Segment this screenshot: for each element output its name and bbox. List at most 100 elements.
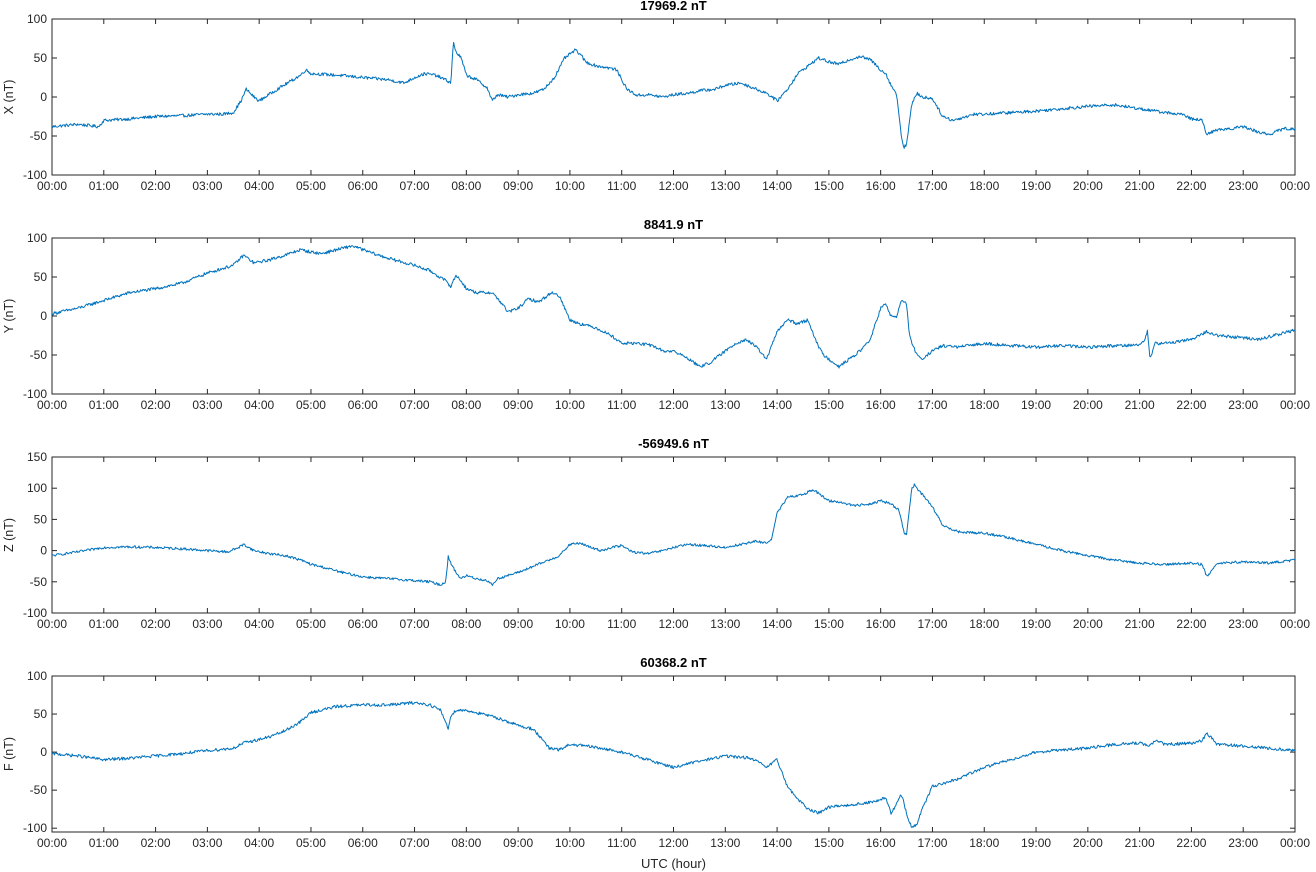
plot-z: 00:00 01:00 02:00 03:00 04:00 05:00 06:00 07:00…	[2, 436, 1310, 631]
x-tick-label: 11:00	[607, 398, 636, 412]
x-tick-label: 22:00	[1176, 179, 1206, 193]
x-tick-label: 17:00	[917, 617, 947, 631]
plot-title: 60368.2 nT	[640, 655, 707, 670]
x-tick-label: 07:00	[400, 398, 430, 412]
y-axis-label: Y (nT)	[2, 299, 16, 334]
plot-title: 17969.2 nT	[640, 0, 707, 13]
x-tick-label: 09:00	[503, 836, 533, 850]
x-tick-label: 23:00	[1228, 617, 1258, 631]
x-tick-label: 18:00	[969, 836, 999, 850]
x-tick-label: 07:00	[400, 617, 430, 631]
y-tick-label: 100	[27, 481, 47, 495]
y-axis-label: F (nT)	[2, 737, 16, 771]
x-tick-label: 19:00	[1021, 617, 1051, 631]
x-tick-label: 16:00	[866, 617, 896, 631]
x-tick-label: 19:00	[1021, 179, 1051, 193]
series-line	[52, 41, 1295, 149]
y-tick-label: 50	[34, 270, 48, 284]
y-tick-label: -50	[30, 129, 48, 143]
y-tick-label: 0	[40, 90, 47, 104]
x-tick-label: 01:00	[89, 179, 119, 193]
x-tick-label: 17:00	[917, 398, 947, 412]
x-tick-label: 09:00	[503, 179, 533, 193]
x-tick-label: 14:00	[762, 398, 792, 412]
x-tick-label: 15:00	[814, 179, 844, 193]
y-tick-label: 50	[34, 512, 48, 526]
x-tick-label: 19:00	[1021, 836, 1051, 850]
x-tick-label: 10:00	[555, 398, 585, 412]
x-tick-label: 10:00	[555, 617, 585, 631]
x-tick-label: 17:00	[917, 179, 947, 193]
x-tick-label: 20:00	[1073, 836, 1103, 850]
x-tick-label: 03:00	[192, 836, 222, 850]
x-tick-label: 01:00	[89, 398, 119, 412]
y-tick-label: -100	[23, 168, 47, 182]
x-tick-label: 05:00	[296, 836, 326, 850]
x-tick-label: 18:00	[969, 179, 999, 193]
x-tick-label: 00:00	[37, 617, 67, 631]
x-tick-label: 00:00	[1280, 398, 1310, 412]
x-tick-label: 17:00	[917, 836, 947, 850]
x-tick-label: 06:00	[348, 398, 378, 412]
x-tick-label: 22:00	[1176, 617, 1206, 631]
x-tick-label: 21:00	[1125, 179, 1155, 193]
y-tick-label: 100	[27, 231, 47, 245]
y-tick-label: -50	[30, 575, 48, 589]
x-tick-label: 08:00	[451, 179, 481, 193]
x-tick-label: 12:00	[658, 617, 688, 631]
x-tick-label: 02:00	[141, 398, 171, 412]
x-tick-label: 05:00	[296, 179, 326, 193]
x-tick-label: 06:00	[348, 617, 378, 631]
x-tick-label: 01:00	[89, 617, 119, 631]
x-tick-label: 00:00	[1280, 617, 1310, 631]
x-tick-label: 14:00	[762, 179, 792, 193]
x-tick-label: 00:00	[1280, 836, 1310, 850]
axes-box	[51, 18, 1296, 176]
x-tick-label: 23:00	[1228, 836, 1258, 850]
x-tick-label: 20:00	[1073, 179, 1103, 193]
x-tick-label: 10:00	[555, 179, 585, 193]
x-axis-label: UTC (hour)	[641, 856, 706, 871]
x-tick-label: 19:00	[1021, 398, 1051, 412]
y-tick-label: 50	[34, 51, 48, 65]
plot-x: 00:00 01:00 02:00 03:00 04:00 05:00 06:00 07:00…	[2, 0, 1310, 193]
axes-box	[51, 456, 1296, 614]
y-axis-label: X (nT)	[2, 80, 16, 115]
x-tick-label: 00:00	[37, 398, 67, 412]
x-tick-label: 05:00	[296, 617, 326, 631]
y-tick-label: 100	[27, 12, 47, 26]
x-tick-label: 16:00	[866, 179, 896, 193]
x-tick-label: 09:00	[503, 617, 533, 631]
x-tick-label: 09:00	[503, 398, 533, 412]
x-tick-label: 04:00	[244, 398, 274, 412]
x-tick-label: 00:00	[1280, 179, 1310, 193]
x-tick-label: 00:00	[37, 179, 67, 193]
x-tick-label: 18:00	[969, 617, 999, 631]
x-tick-label: 23:00	[1228, 398, 1258, 412]
x-tick-label: 01:00	[89, 836, 119, 850]
x-tick-label: 13:00	[710, 617, 740, 631]
x-tick-label: 13:00	[710, 179, 740, 193]
x-tick-label: 03:00	[192, 179, 222, 193]
y-tick-label: -100	[23, 387, 47, 401]
y-tick-label: 0	[40, 309, 47, 323]
axes-box	[51, 675, 1296, 833]
x-tick-label: 16:00	[866, 398, 896, 412]
x-tick-label: 06:00	[348, 179, 378, 193]
x-tick-label: 22:00	[1176, 398, 1206, 412]
series-line	[52, 483, 1295, 586]
x-tick-label: 21:00	[1125, 398, 1155, 412]
x-tick-label: 02:00	[141, 836, 171, 850]
x-tick-label: 13:00	[710, 398, 740, 412]
x-tick-label: 07:00	[400, 179, 430, 193]
plot-f: 00:00 01:00 02:00 03:00 04:00 05:00 06:00 07:00…	[2, 655, 1310, 871]
x-tick-label: 13:00	[710, 836, 740, 850]
x-tick-label: 08:00	[451, 836, 481, 850]
x-tick-label: 03:00	[192, 617, 222, 631]
plot-title: -56949.6 nT	[638, 436, 709, 451]
x-tick-label: 22:00	[1176, 836, 1206, 850]
x-tick-label: 08:00	[451, 398, 481, 412]
x-tick-label: 16:00	[866, 836, 896, 850]
x-tick-label: 00:00	[37, 836, 67, 850]
